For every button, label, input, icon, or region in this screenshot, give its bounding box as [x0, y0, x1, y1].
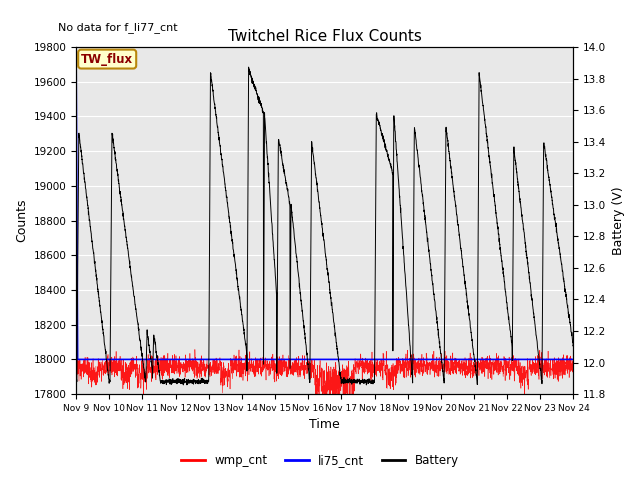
- Y-axis label: Counts: Counts: [15, 199, 28, 242]
- Title: Twitchel Rice Flux Counts: Twitchel Rice Flux Counts: [228, 29, 422, 44]
- Text: No data for f_li77_cnt: No data for f_li77_cnt: [58, 22, 177, 33]
- Y-axis label: Battery (V): Battery (V): [612, 186, 625, 255]
- Text: TW_flux: TW_flux: [81, 53, 133, 66]
- Legend: wmp_cnt, li75_cnt, Battery: wmp_cnt, li75_cnt, Battery: [176, 449, 464, 472]
- X-axis label: Time: Time: [309, 419, 340, 432]
